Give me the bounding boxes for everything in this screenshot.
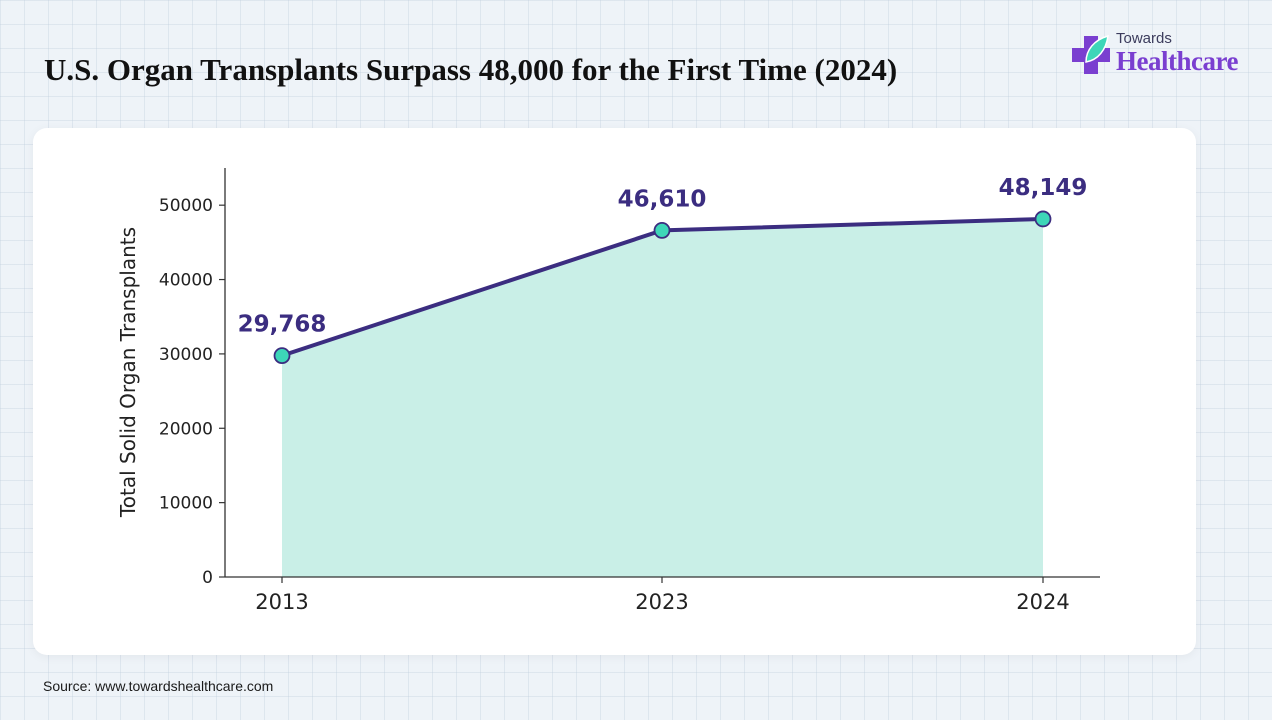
source-note: Source: www.towardshealthcare.com: [43, 678, 274, 694]
x-tick-label: 2013: [255, 590, 308, 614]
x-tick-label: 2024: [1016, 590, 1069, 614]
data-point-marker: [273, 347, 291, 365]
y-tick-label: 20000: [159, 419, 213, 439]
chart-title: U.S. Organ Transplants Surpass 48,000 fo…: [44, 52, 898, 87]
y-tick-label: 10000: [159, 494, 213, 514]
y-tick-label: 0: [202, 568, 213, 588]
data-label: 48,149: [999, 175, 1088, 201]
data-label: 46,610: [618, 186, 707, 212]
data-point-marker: [1034, 210, 1052, 228]
y-tick-label: 40000: [159, 271, 213, 291]
logo-top-text: Towards: [1116, 30, 1172, 47]
medical-cross-leaf-icon: [1072, 34, 1110, 74]
y-axis-label: Total Solid Organ Transplants: [116, 227, 140, 518]
area-fill: [282, 218, 1043, 577]
x-tick-label: 2023: [635, 590, 688, 614]
y-tick-label: 50000: [159, 196, 213, 216]
data-point-marker: [653, 221, 671, 239]
logo-main-text: Healthcare: [1116, 46, 1238, 76]
y-tick-label: 30000: [159, 345, 213, 365]
data-label: 29,768: [238, 312, 327, 338]
brand-logo: Towards Healthcare: [1070, 30, 1250, 80]
